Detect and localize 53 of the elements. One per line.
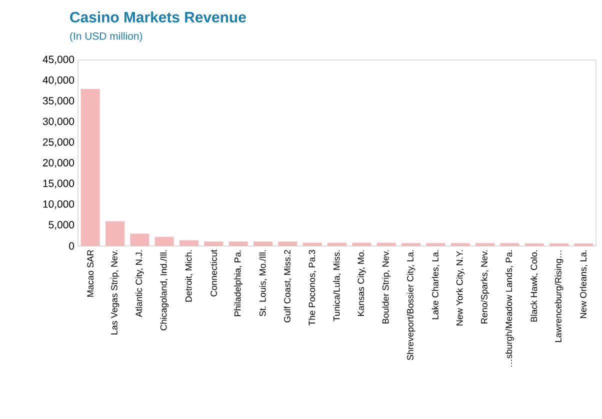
y-tick-label: 5,000: [48, 221, 74, 230]
bar: [130, 234, 150, 246]
x-tick-label: St. Louis, Mo./Ill.: [259, 250, 267, 316]
y-tick-label: 15,000: [43, 180, 74, 188]
bar: [426, 243, 446, 246]
bar: [106, 221, 124, 246]
y-tick-label: 30,000: [42, 118, 74, 126]
bar: [302, 242, 322, 246]
x-tick-label: New York City, N.Y.: [456, 250, 465, 326]
bar: [476, 243, 495, 246]
bar: [352, 242, 372, 246]
y-tick-label: 40,000: [42, 76, 74, 85]
x-tick-label: Connecticut: [210, 250, 217, 296]
x-tick-label: Las Vegas Strip, Nev.: [110, 250, 120, 334]
y-tick-label: 25,000: [43, 138, 74, 147]
x-tick-label: Gulf Coast, Miss.2: [284, 250, 292, 322]
y-tick-label: 20,000: [43, 159, 74, 168]
bar: [328, 242, 347, 246]
y-tick-label: 0: [69, 242, 74, 250]
x-tick-label: Boulder Strip, Nev.: [382, 250, 391, 324]
bar: [278, 241, 298, 246]
bar: [550, 243, 569, 246]
x-tick-label: New Orleans, La.: [580, 250, 588, 318]
x-tick-label: Black Hawk, Colo.: [530, 250, 538, 322]
x-tick-label: Lake Charles, La.: [432, 250, 440, 320]
bar: [180, 240, 199, 246]
chart-title: Casino Markets Revenue: [70, 12, 246, 22]
x-tick-label: Kansas City, Mo.: [357, 250, 366, 316]
y-tick-label: 45,000: [42, 56, 74, 64]
x-tick-label: Macao SAR: [87, 250, 94, 297]
bar: [80, 88, 100, 246]
x-tick-label: Shreveport/Bossier City, La.: [406, 250, 416, 360]
y-tick-label: 10,000: [43, 200, 74, 209]
bar: [524, 243, 544, 246]
x-tick-label: Tunica/Lula, Miss.: [333, 250, 341, 322]
bar: [500, 243, 520, 246]
bar: [376, 242, 396, 246]
x-tick-label: Reno/Sparks, Nev.: [480, 250, 490, 324]
x-tick-label: Lawrenceburg/Rising…: [554, 250, 564, 342]
x-tick-label: Atlantic City, N.J.: [135, 250, 144, 318]
bar: [228, 241, 248, 246]
y-tick-label: 35,000: [42, 97, 74, 106]
bar: [450, 243, 470, 246]
chart-subtitle: (In USD million): [70, 32, 142, 42]
x-tick-label: Philadelphia, Pa.: [234, 250, 243, 316]
x-tick-label: …sburgh/Meadow Lands, Pa.: [505, 250, 514, 366]
bar: [154, 236, 174, 246]
x-tick-label: Detroit, Mich.: [185, 250, 193, 302]
bar: [402, 243, 421, 246]
x-tick-label: The Poconos, Pa.3: [308, 250, 316, 326]
bar: [254, 241, 273, 246]
bar: [204, 241, 224, 246]
x-tick-label: Chicagoland, Ind./Ill.: [160, 250, 169, 330]
